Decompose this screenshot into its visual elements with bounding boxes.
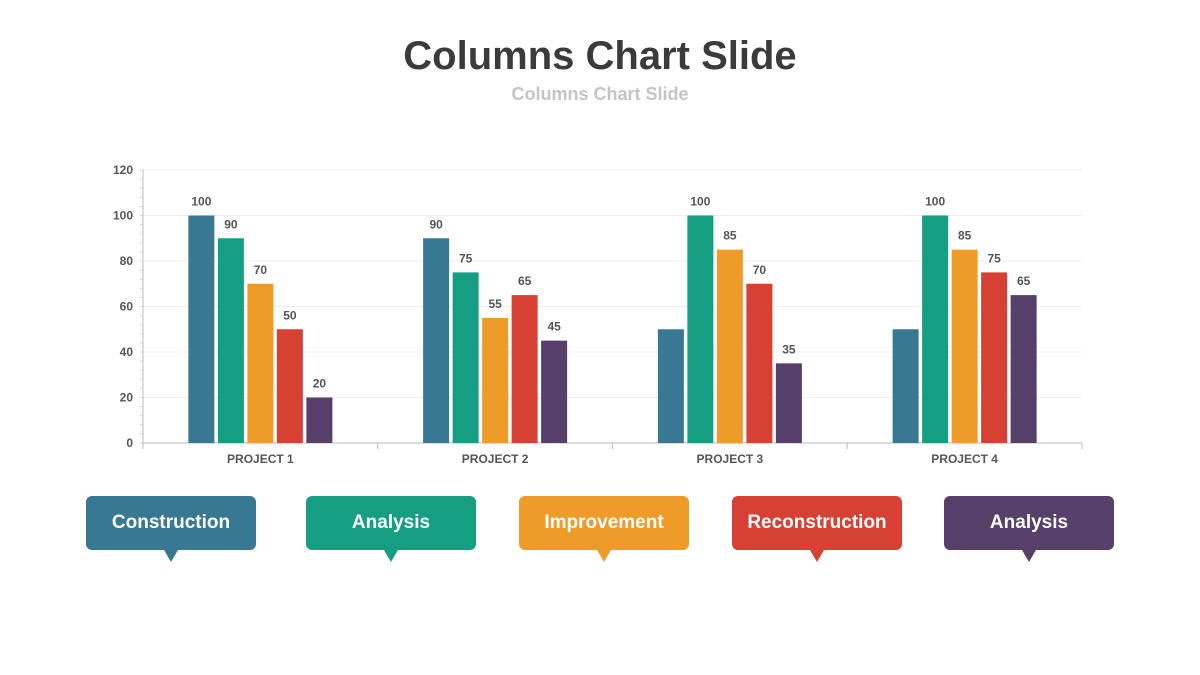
data-label: 100 xyxy=(191,195,211,209)
y-tick-label: 100 xyxy=(113,209,133,223)
y-tick-label: 20 xyxy=(120,391,134,405)
data-label: 45 xyxy=(547,320,561,334)
bar xyxy=(746,283,773,443)
data-label: 100 xyxy=(690,195,710,209)
data-label: 50 xyxy=(283,308,297,322)
x-tick-label: PROJECT 4 xyxy=(931,452,998,466)
legend-item: Reconstruction xyxy=(732,496,902,562)
bar xyxy=(951,249,978,443)
callout-pointer xyxy=(164,550,178,562)
legend-label: Analysis xyxy=(989,512,1069,533)
bar xyxy=(687,215,714,443)
y-tick-label: 0 xyxy=(126,436,133,450)
bar xyxy=(452,272,479,443)
bar xyxy=(511,295,538,443)
legend-label: Improvement xyxy=(544,512,664,533)
x-tick-label: PROJECT 2 xyxy=(462,452,529,466)
y-tick-label: 80 xyxy=(120,254,134,268)
bar xyxy=(892,329,919,443)
data-label: 75 xyxy=(459,251,473,265)
y-tick-label: 40 xyxy=(120,345,134,359)
data-label: 85 xyxy=(723,229,737,243)
bar xyxy=(423,238,450,443)
data-label: 70 xyxy=(254,263,268,277)
data-label: 65 xyxy=(518,274,532,288)
data-label: 35 xyxy=(782,342,796,356)
bar xyxy=(306,397,333,443)
legend-item: Improvement xyxy=(519,496,689,562)
callout-pointer xyxy=(1022,550,1036,562)
data-label: 75 xyxy=(987,251,1001,265)
bar xyxy=(188,215,215,443)
x-tick-label: PROJECT 3 xyxy=(697,452,764,466)
slide-subtitle: Columns Chart Slide xyxy=(511,84,689,104)
bar xyxy=(657,329,684,443)
data-label: 70 xyxy=(753,263,767,277)
legend-label: Analysis xyxy=(351,512,431,533)
x-tick-label: PROJECT 1 xyxy=(227,452,294,466)
bar xyxy=(482,317,509,443)
data-label: 90 xyxy=(224,217,238,231)
data-label: 65 xyxy=(1017,274,1031,288)
data-label: 20 xyxy=(313,377,327,391)
bar xyxy=(922,215,949,443)
callout-pointer xyxy=(597,550,611,562)
legend-item: Analysis xyxy=(944,496,1114,562)
legend-label: Reconstruction xyxy=(747,512,887,533)
bar xyxy=(775,363,802,443)
callout-pointer xyxy=(384,550,398,562)
legend-label: Construction xyxy=(111,512,231,533)
bar xyxy=(981,272,1008,443)
data-label: 55 xyxy=(488,297,502,311)
legend-item: Construction xyxy=(86,496,256,562)
bar xyxy=(217,238,244,443)
slide-title: Columns Chart Slide xyxy=(403,34,797,78)
bar xyxy=(716,249,743,443)
callout-pointer xyxy=(810,550,824,562)
y-tick-label: 60 xyxy=(120,300,134,314)
data-label: 85 xyxy=(958,229,972,243)
bar xyxy=(541,340,568,443)
legend-item: Analysis xyxy=(306,496,476,562)
bar xyxy=(247,283,274,443)
bar xyxy=(1010,295,1037,443)
data-label: 100 xyxy=(925,195,945,209)
data-label: 90 xyxy=(429,217,443,231)
y-tick-label: 120 xyxy=(113,163,133,177)
bar xyxy=(276,329,303,443)
